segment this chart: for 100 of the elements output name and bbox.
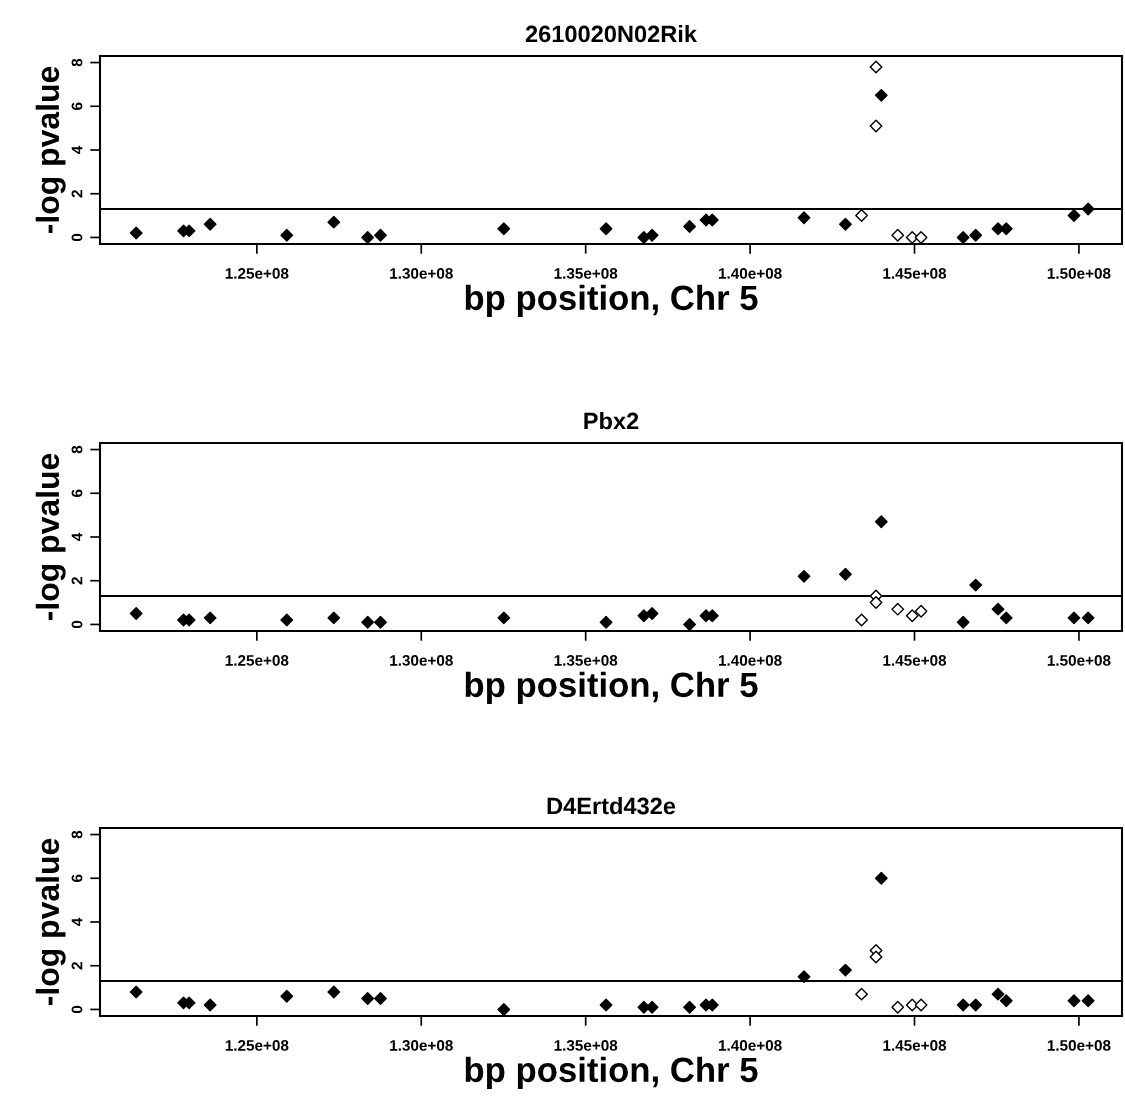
point	[1067, 611, 1081, 625]
y-tick-label: 4	[71, 532, 83, 542]
point	[280, 989, 294, 1003]
point	[797, 569, 811, 583]
x-tick-label: 1.45e+08	[883, 1040, 947, 1051]
point	[280, 228, 294, 242]
y-tick-label: 0	[71, 620, 83, 629]
point	[874, 871, 888, 885]
point	[874, 88, 888, 102]
point	[645, 607, 659, 620]
x-tick-label: 1.40e+08	[718, 268, 782, 279]
x-axis-title: bp position, Chr 5	[465, 671, 758, 704]
point	[914, 231, 928, 244]
point	[327, 215, 341, 229]
point	[914, 604, 928, 618]
x-axis-title: bp position, Chr 5	[465, 1056, 758, 1089]
y-tick-label: 0	[71, 233, 83, 242]
point	[599, 222, 613, 236]
x-tick-label: 1.50e+08	[1047, 1040, 1111, 1051]
y-tick-label: 2	[71, 577, 83, 585]
point	[327, 985, 341, 999]
x-tick-label: 1.25e+08	[225, 655, 289, 666]
x-tick-label: 1.50e+08	[1047, 655, 1111, 666]
point	[855, 613, 868, 627]
point	[914, 998, 928, 1012]
point	[869, 60, 883, 74]
point	[839, 217, 852, 231]
point	[891, 1000, 905, 1014]
point	[855, 209, 868, 223]
x-tick-label: 1.45e+08	[883, 655, 947, 666]
point	[999, 994, 1013, 1008]
point	[874, 515, 888, 529]
x-axis-title: bp position, Chr 5	[465, 284, 758, 317]
x-tick-label: 1.35e+08	[554, 268, 618, 279]
chart-title: Pbx2	[584, 412, 639, 430]
y-tick-label: 6	[71, 874, 83, 882]
y-tick-label: 8	[71, 830, 83, 839]
point	[839, 963, 852, 977]
point	[683, 1000, 697, 1014]
point	[361, 992, 375, 1005]
y-tick-label: 6	[71, 489, 83, 497]
point	[203, 217, 217, 231]
point	[969, 578, 983, 592]
y-tick-label: 6	[71, 102, 83, 110]
point	[905, 609, 919, 623]
point	[1081, 611, 1095, 625]
point	[969, 998, 983, 1012]
point	[599, 615, 613, 629]
point	[999, 611, 1013, 625]
y-tick-label: 4	[71, 917, 83, 927]
y-axis-title: -log pvalue	[35, 453, 66, 621]
y-tick-label: 2	[71, 962, 83, 970]
point	[1067, 994, 1081, 1008]
y-axis-title: -log pvalue	[35, 66, 66, 234]
chart-title: D4Ertd432e	[547, 797, 676, 815]
point	[129, 226, 143, 240]
point	[797, 211, 811, 225]
point	[374, 992, 387, 1005]
y-tick-label: 0	[71, 1005, 83, 1014]
point	[869, 950, 883, 964]
point	[991, 987, 1005, 1001]
point	[361, 231, 375, 244]
point	[1081, 202, 1095, 216]
point	[129, 985, 143, 999]
point	[497, 611, 511, 625]
point	[374, 228, 387, 242]
point	[497, 222, 511, 236]
point	[869, 119, 883, 133]
point	[869, 596, 883, 610]
point	[280, 613, 294, 627]
point	[956, 615, 970, 629]
y-tick-label: 2	[71, 190, 83, 198]
point	[637, 609, 651, 623]
x-tick-label: 1.35e+08	[554, 655, 618, 666]
point	[645, 228, 659, 242]
point	[683, 220, 697, 233]
x-tick-label: 1.25e+08	[225, 268, 289, 279]
point	[891, 228, 905, 242]
chart-title: 2610020N02Rik	[525, 25, 698, 43]
point	[327, 611, 341, 625]
point	[956, 998, 970, 1012]
x-tick-label: 1.35e+08	[554, 1040, 618, 1051]
point	[969, 228, 983, 242]
x-tick-label: 1.45e+08	[883, 268, 947, 279]
x-tick-label: 1.50e+08	[1047, 268, 1111, 279]
y-tick-label: 8	[71, 58, 83, 67]
x-tick-label: 1.30e+08	[390, 1040, 453, 1051]
x-tick-label: 1.40e+08	[718, 655, 782, 666]
point	[797, 970, 811, 984]
point	[956, 231, 970, 244]
point	[374, 615, 387, 629]
point	[855, 987, 868, 1001]
point	[361, 615, 375, 629]
point	[839, 567, 852, 581]
y-tick-label: 8	[71, 445, 83, 454]
point	[599, 998, 613, 1012]
x-tick-label: 1.25e+08	[225, 1040, 289, 1051]
point	[991, 602, 1005, 616]
point	[129, 607, 143, 620]
point	[1081, 994, 1095, 1008]
